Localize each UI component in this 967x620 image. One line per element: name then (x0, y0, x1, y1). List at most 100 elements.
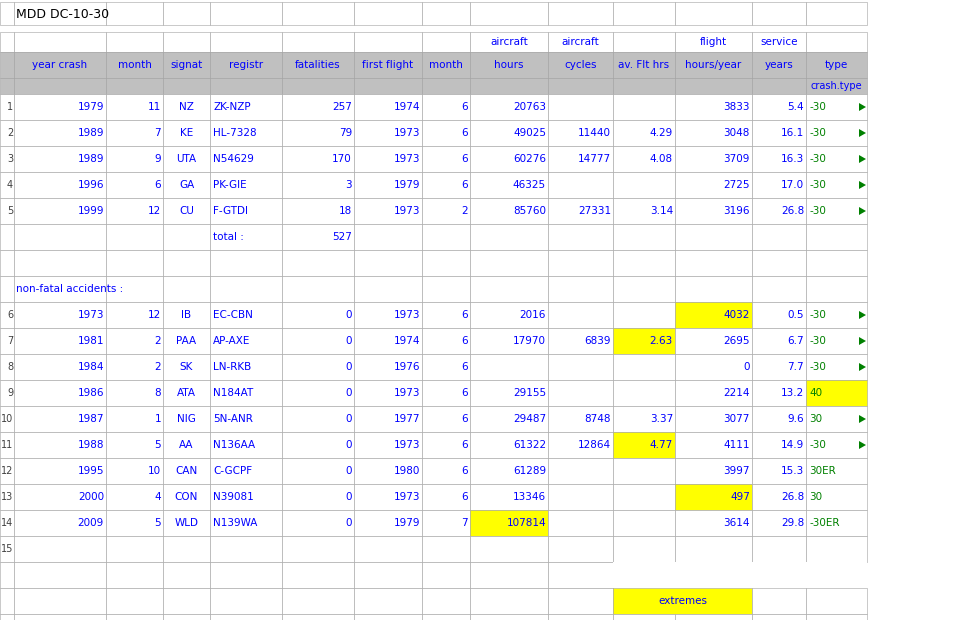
Bar (806, 562, 867, 588)
Text: 1974: 1974 (394, 336, 420, 346)
Text: 527: 527 (332, 232, 352, 242)
Bar (163, 380, 210, 406)
Text: 12: 12 (148, 206, 161, 216)
Bar (470, 458, 548, 484)
Bar (0, 406, 14, 432)
Bar (163, 562, 210, 588)
Bar (14, 52, 106, 78)
Bar (210, 172, 282, 198)
Text: 6: 6 (461, 102, 468, 112)
Bar (14, 2, 106, 25)
Text: 6: 6 (461, 362, 468, 372)
Bar (806, 198, 867, 224)
Text: 18: 18 (338, 206, 352, 216)
Text: flight: flight (700, 37, 727, 47)
Bar (106, 52, 163, 78)
Bar (548, 250, 613, 276)
Text: 10: 10 (1, 414, 13, 424)
Text: 7.7: 7.7 (787, 362, 804, 372)
Text: 4: 4 (7, 180, 13, 190)
Bar (806, 510, 867, 536)
Bar (470, 380, 548, 406)
Bar (354, 78, 422, 94)
Text: type: type (825, 60, 848, 70)
Bar (548, 198, 613, 224)
Bar (0, 588, 14, 614)
Bar (422, 510, 470, 536)
Text: crash.type: crash.type (810, 81, 863, 91)
Bar (675, 52, 752, 78)
Bar (210, 78, 282, 94)
Bar (210, 32, 282, 52)
Bar (422, 406, 470, 432)
Bar (14, 536, 106, 562)
Bar (752, 250, 806, 276)
Text: 79: 79 (338, 128, 352, 138)
Bar (470, 2, 548, 25)
Text: 7: 7 (461, 518, 468, 528)
Bar (14, 250, 106, 276)
Bar (354, 172, 422, 198)
Bar (282, 2, 354, 25)
Bar (752, 120, 806, 146)
Polygon shape (859, 363, 866, 371)
Text: 9.6: 9.6 (787, 414, 804, 424)
Text: 7: 7 (155, 128, 161, 138)
Bar (354, 32, 422, 52)
Polygon shape (859, 155, 866, 163)
Text: 30ER: 30ER (809, 466, 835, 476)
Bar (470, 250, 548, 276)
Bar (354, 120, 422, 146)
Bar (806, 354, 867, 380)
Text: 1973: 1973 (394, 310, 420, 320)
Text: LN-RKB: LN-RKB (213, 362, 251, 372)
Text: PK-GIE: PK-GIE (213, 180, 247, 190)
Text: extremes: extremes (658, 596, 707, 606)
Bar (422, 32, 470, 52)
Bar (163, 510, 210, 536)
Text: 0: 0 (744, 362, 750, 372)
Bar (613, 406, 675, 432)
Bar (0, 78, 14, 94)
Text: 0: 0 (345, 440, 352, 450)
Bar (14, 198, 106, 224)
Bar (548, 328, 613, 354)
Bar (0, 510, 14, 536)
Bar (470, 406, 548, 432)
Bar (163, 354, 210, 380)
Text: 3048: 3048 (723, 128, 750, 138)
Bar (354, 52, 422, 78)
Bar (613, 614, 675, 620)
Bar (613, 588, 752, 614)
Text: 8748: 8748 (584, 414, 611, 424)
Bar (210, 484, 282, 510)
Bar (470, 432, 548, 458)
Bar (752, 484, 806, 510)
Bar (0, 354, 14, 380)
Bar (470, 172, 548, 198)
Bar (613, 94, 675, 120)
Bar (470, 302, 548, 328)
Text: 1979: 1979 (77, 102, 104, 112)
Bar (422, 250, 470, 276)
Bar (210, 276, 282, 302)
Bar (210, 52, 282, 78)
Text: 14.9: 14.9 (780, 440, 804, 450)
Bar (752, 458, 806, 484)
Text: 29.8: 29.8 (780, 518, 804, 528)
Bar (354, 276, 422, 302)
Text: 12: 12 (148, 310, 161, 320)
Bar (282, 380, 354, 406)
Text: AA: AA (179, 440, 193, 450)
Text: 2214: 2214 (723, 388, 750, 398)
Bar (0, 536, 14, 562)
Text: -30: -30 (809, 440, 826, 450)
Bar (548, 484, 613, 510)
Bar (282, 32, 354, 52)
Bar (422, 78, 470, 94)
Bar (675, 380, 752, 406)
Text: 3.37: 3.37 (650, 414, 673, 424)
Bar (470, 328, 548, 354)
Text: 2: 2 (155, 336, 161, 346)
Text: total :: total : (213, 232, 244, 242)
